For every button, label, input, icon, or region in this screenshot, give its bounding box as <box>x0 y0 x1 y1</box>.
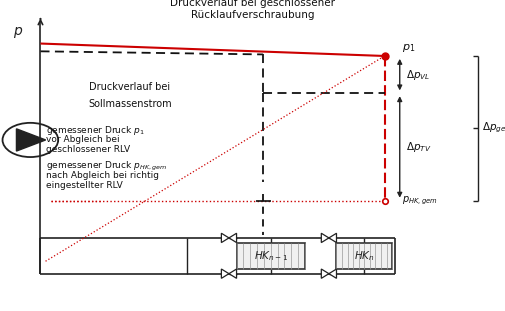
Bar <box>236 243 305 269</box>
Polygon shape <box>321 269 328 278</box>
Bar <box>336 243 391 269</box>
Text: p: p <box>13 24 22 38</box>
Polygon shape <box>328 233 336 243</box>
Text: vor Abgleich bei: vor Abgleich bei <box>45 136 119 144</box>
Text: geschlossener RLV: geschlossener RLV <box>45 145 129 154</box>
Text: $\Delta p_{VL}$: $\Delta p_{VL}$ <box>405 67 429 82</box>
Text: nach Abgleich bei richtig: nach Abgleich bei richtig <box>45 171 158 180</box>
Text: $HK_n$: $HK_n$ <box>354 249 374 263</box>
Text: $\Delta p_{TV}$: $\Delta p_{TV}$ <box>405 140 430 154</box>
Text: gemessener Druck $p_{HK,gem}$: gemessener Druck $p_{HK,gem}$ <box>45 160 166 173</box>
Polygon shape <box>328 269 336 278</box>
Text: Druckverlauf bei geschlossener: Druckverlauf bei geschlossener <box>170 0 335 8</box>
Polygon shape <box>228 269 236 278</box>
Polygon shape <box>221 269 228 278</box>
Polygon shape <box>221 233 228 243</box>
Text: $p_1$: $p_1$ <box>401 42 415 54</box>
Text: Druckverlauf bei: Druckverlauf bei <box>88 82 169 92</box>
Text: gemessener Druck $p_1$: gemessener Druck $p_1$ <box>45 124 144 137</box>
Text: $p_{HK,gem}$: $p_{HK,gem}$ <box>401 194 437 207</box>
Text: $HK_{n-1}$: $HK_{n-1}$ <box>253 249 287 263</box>
Polygon shape <box>228 233 236 243</box>
Text: $\Delta p_{gesamt}$: $\Delta p_{gesamt}$ <box>481 121 505 136</box>
Text: Rücklaufverschraubung: Rücklaufverschraubung <box>191 10 314 20</box>
Text: Sollmassenstrom: Sollmassenstrom <box>88 99 172 109</box>
Polygon shape <box>321 233 328 243</box>
Text: eingestellter RLV: eingestellter RLV <box>45 181 122 189</box>
Polygon shape <box>17 129 45 151</box>
